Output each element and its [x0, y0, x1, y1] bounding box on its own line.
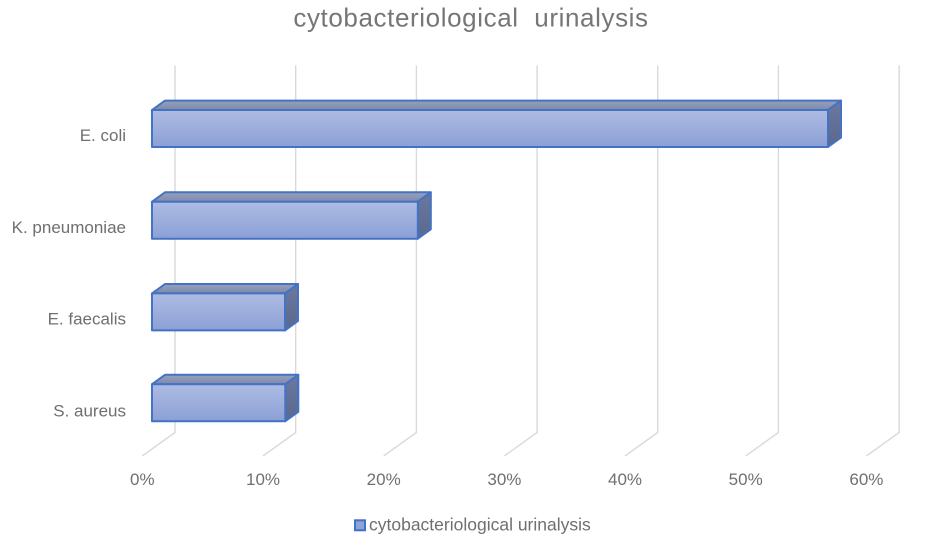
svg-text:0%: 0% [130, 470, 155, 489]
svg-text:E. coli: E. coli [80, 126, 126, 145]
svg-text:cytobacteriological urinalysi: cytobacteriological urinalysis [293, 3, 648, 33]
svg-text:50%: 50% [729, 470, 763, 489]
svg-text:40%: 40% [608, 470, 642, 489]
svg-text:E. faecalis: E. faecalis [48, 310, 126, 329]
svg-text:S. aureus: S. aureus [53, 402, 126, 421]
svg-text:30%: 30% [487, 470, 521, 489]
svg-text:20%: 20% [367, 470, 401, 489]
svg-text:K. pneumoniae: K. pneumoniae [12, 218, 126, 237]
svg-text:10%: 10% [246, 470, 280, 489]
svg-text:60%: 60% [849, 470, 883, 489]
svg-text:cytobacteriological urinalysis: cytobacteriological urinalysis [369, 515, 591, 535]
